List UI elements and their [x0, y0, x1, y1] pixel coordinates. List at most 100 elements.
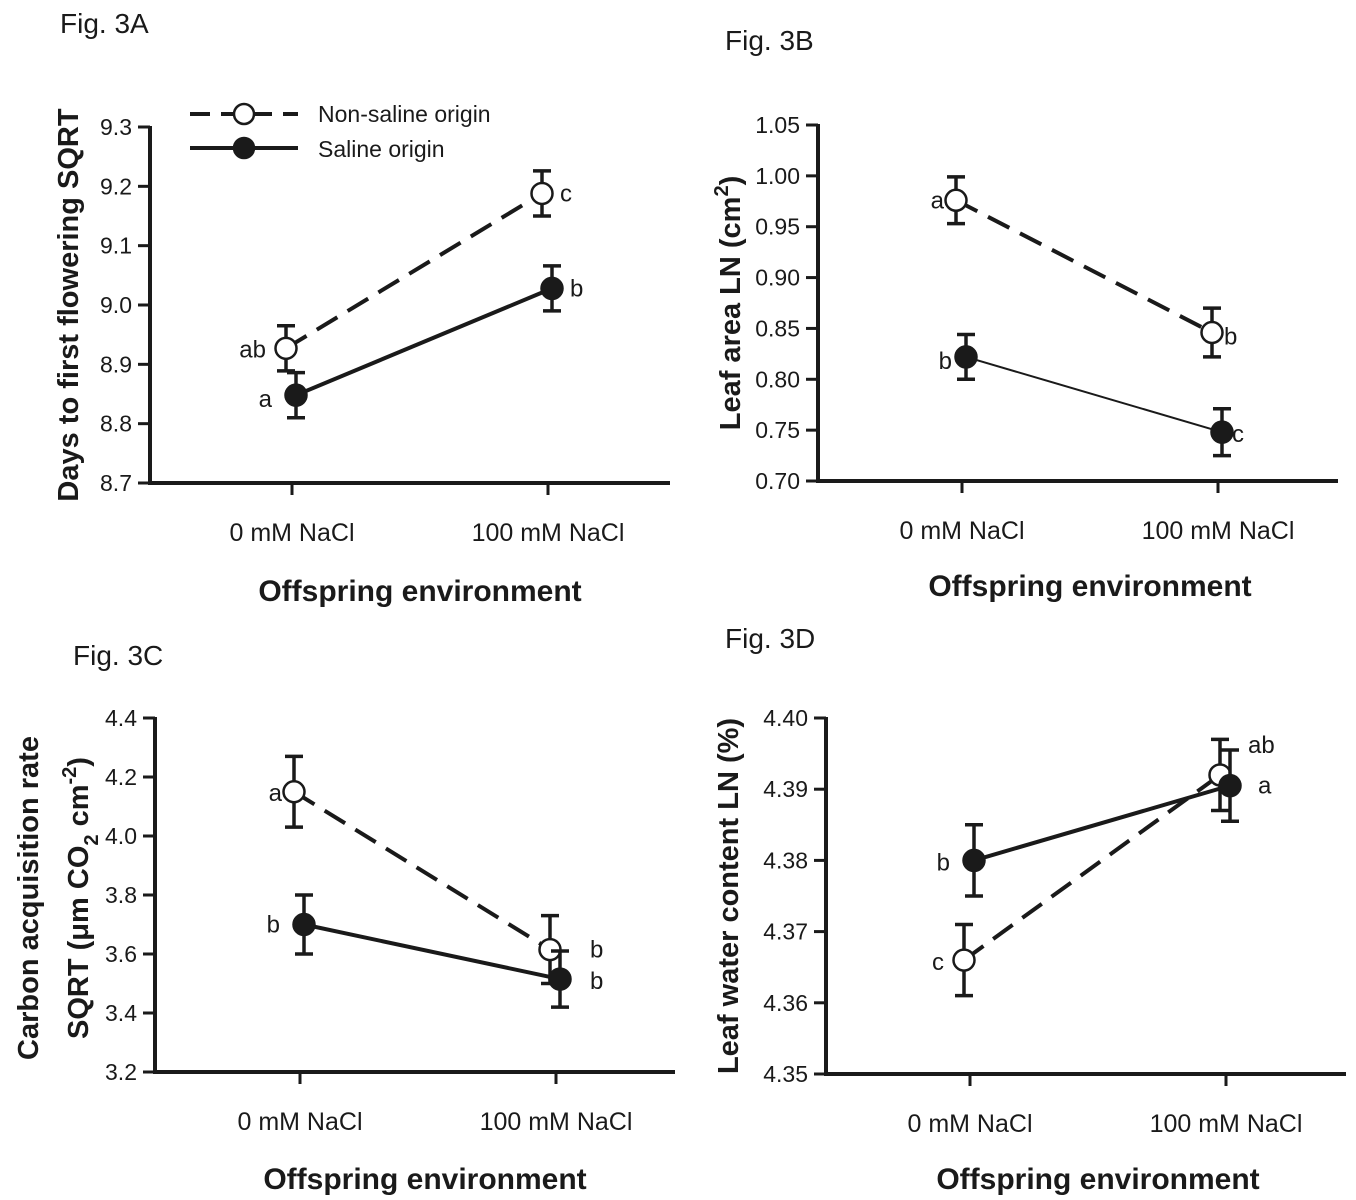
- point-open-circle: [274, 336, 298, 361]
- significance-letter: c: [1232, 421, 1244, 448]
- y-tick-label: 4.36: [763, 990, 808, 1016]
- y-tick-label: 8.9: [100, 351, 132, 377]
- x-tick-label: 100 mM NaCl: [472, 519, 625, 547]
- x-tick-label: 100 mM NaCl: [480, 1108, 633, 1136]
- significance-letter: a: [259, 386, 273, 413]
- significance-letter: b: [590, 968, 603, 995]
- significance-letter: b: [1224, 323, 1237, 350]
- y-tick-label: 0.95: [755, 214, 800, 240]
- panel-a-title: Fig. 3A: [60, 8, 149, 39]
- y-tick-label: 4.40: [763, 705, 808, 731]
- panel-b: Fig. 3B 0.70 0.75 0.80 0.85 0.90 0.95 1.00 1.05…: [711, 25, 1338, 603]
- series-line-nonsaline: [955, 198, 1213, 335]
- point-filled-circle: [954, 345, 978, 369]
- point-filled-circle: [1210, 420, 1234, 444]
- point-filled-circle: [540, 276, 564, 301]
- x-tick-label: 0 mM NaCl: [907, 1110, 1032, 1138]
- point-filled-circle: [962, 848, 986, 873]
- significance-letter: b: [939, 348, 952, 375]
- point-open-circle: [1200, 320, 1224, 345]
- y-tick-label: 0.85: [755, 315, 800, 341]
- point-open-circle: [952, 948, 976, 972]
- panel-a-xlabel: Offspring environment: [258, 575, 581, 608]
- y-tick-label: 4.38: [763, 847, 808, 873]
- y-tick-label: 4.35: [763, 1061, 808, 1087]
- significance-letter: b: [937, 849, 950, 876]
- panel-b-xlabel: Offspring environment: [928, 570, 1251, 603]
- y-tick-label: 0.75: [755, 417, 800, 443]
- panel-c-xlabel: Offspring environment: [263, 1163, 586, 1196]
- panel-c: Fig. 3C 3.2 3.4 3.6 3.8 4.0 4.2 4.4 0 mM NaCl 10…: [13, 640, 675, 1196]
- panel-a: Fig. 3A 8.7 8.8 8.9 9.0 9.1 9.2 9.3 0 mM NaCl 10…: [53, 8, 670, 608]
- legend: Non-saline origin Saline origin: [190, 101, 491, 162]
- y-tick-label: 1.05: [755, 112, 800, 138]
- panel-a-ylabel: Days to first flowering SQRT: [53, 108, 85, 501]
- y-tick-label: 3.8: [105, 882, 137, 908]
- significance-letter: c: [560, 180, 572, 207]
- y-tick-label: 3.4: [105, 1000, 137, 1026]
- point-filled-circle: [292, 912, 316, 937]
- y-tick-label: 9.1: [100, 233, 132, 259]
- x-tick-label: 100 mM NaCl: [1142, 517, 1295, 545]
- y-tick-label: 9.0: [100, 292, 132, 318]
- significance-letter: ab: [1248, 732, 1275, 759]
- y-tick-label: 9.2: [100, 173, 132, 199]
- y-tick-label: 4.0: [105, 823, 137, 849]
- panel-c-ylabel: Carbon acquisition rate: [13, 736, 45, 1060]
- point-open-circle: [282, 780, 306, 804]
- series-line-saline: [295, 286, 553, 398]
- panel-d-title: Fig. 3D: [725, 623, 815, 654]
- y-tick-label: 4.4: [105, 705, 137, 731]
- y-tick-label: 1.00: [755, 163, 800, 189]
- series-line-nonsaline: [284, 191, 544, 351]
- significance-letter: a: [269, 780, 283, 807]
- significance-letter: b: [590, 937, 603, 964]
- y-tick-label: 4.39: [763, 776, 808, 802]
- y-tick-label: 4.2: [105, 764, 137, 790]
- panel-d-ylabel: Leaf water content LN (%): [713, 718, 745, 1074]
- point-filled-circle: [284, 383, 308, 407]
- panel-a-axes: 8.7 8.8 8.9 9.0 9.1 9.2 9.3 0 mM NaCl 100 mM NaC…: [100, 114, 670, 547]
- series-line-nonsaline: [962, 773, 1222, 962]
- panel-d-axes: 4.35 4.36 4.37 4.38 4.39 4.40 0 mM NaCl 100 mM …: [763, 705, 1346, 1138]
- x-tick-label: 0 mM NaCl: [237, 1108, 362, 1136]
- significance-letter: b: [570, 275, 583, 302]
- y-tick-label: 3.6: [105, 941, 137, 967]
- legend-filled-circle-icon: [232, 136, 256, 160]
- y-tick-label: 9.3: [100, 114, 132, 140]
- point-open-circle: [530, 181, 554, 206]
- point-open-circle: [944, 188, 968, 213]
- point-filled-circle: [1218, 773, 1242, 798]
- panel-b-axes: 0.70 0.75 0.80 0.85 0.90 0.95 1.00 1.05 0 mM NaC…: [755, 112, 1338, 545]
- x-tick-label: 0 mM NaCl: [229, 519, 354, 547]
- panel-c-title: Fig. 3C: [73, 640, 163, 671]
- y-tick-label: 8.7: [100, 470, 132, 496]
- panel-d: Fig. 3D 4.35 4.36 4.37 4.38 4.39 4.40 0 mM NaC…: [713, 623, 1346, 1196]
- significance-letter: ab: [239, 336, 266, 363]
- y-tick-label: 4.37: [763, 919, 808, 945]
- panel-d-xlabel: Offspring environment: [936, 1163, 1259, 1196]
- significance-letter: c: [932, 949, 944, 976]
- y-tick-label: 0.80: [755, 366, 800, 392]
- legend-open-circle-icon: [232, 102, 256, 126]
- x-tick-label: 0 mM NaCl: [899, 517, 1024, 545]
- y-tick-label: 0.70: [755, 468, 800, 494]
- panel-c-axes: 3.2 3.4 3.6 3.8 4.0 4.2 4.4 0 mM NaCl 100 mM NaC…: [105, 705, 675, 1136]
- significance-letter: b: [267, 912, 280, 939]
- y-tick-label: 3.2: [105, 1059, 137, 1085]
- panel-b-title: Fig. 3B: [725, 25, 814, 56]
- legend-label-saline: Saline origin: [318, 136, 445, 162]
- y-tick-label: 8.8: [100, 411, 132, 437]
- panel-b-ylabel: Leaf area LN (cm2): [711, 176, 747, 431]
- point-filled-circle: [548, 967, 572, 991]
- significance-letter: a: [931, 187, 945, 214]
- x-tick-label: 100 mM NaCl: [1150, 1110, 1303, 1138]
- significance-letter: a: [1258, 773, 1272, 800]
- y-tick-label: 0.90: [755, 265, 800, 291]
- legend-label-nonsaline: Non-saline origin: [318, 101, 491, 127]
- series-line-saline: [303, 922, 561, 982]
- series-line-saline: [965, 355, 1223, 434]
- panel-c-ylabel-units: SQRT (μm CO2 cm-2): [59, 757, 103, 1039]
